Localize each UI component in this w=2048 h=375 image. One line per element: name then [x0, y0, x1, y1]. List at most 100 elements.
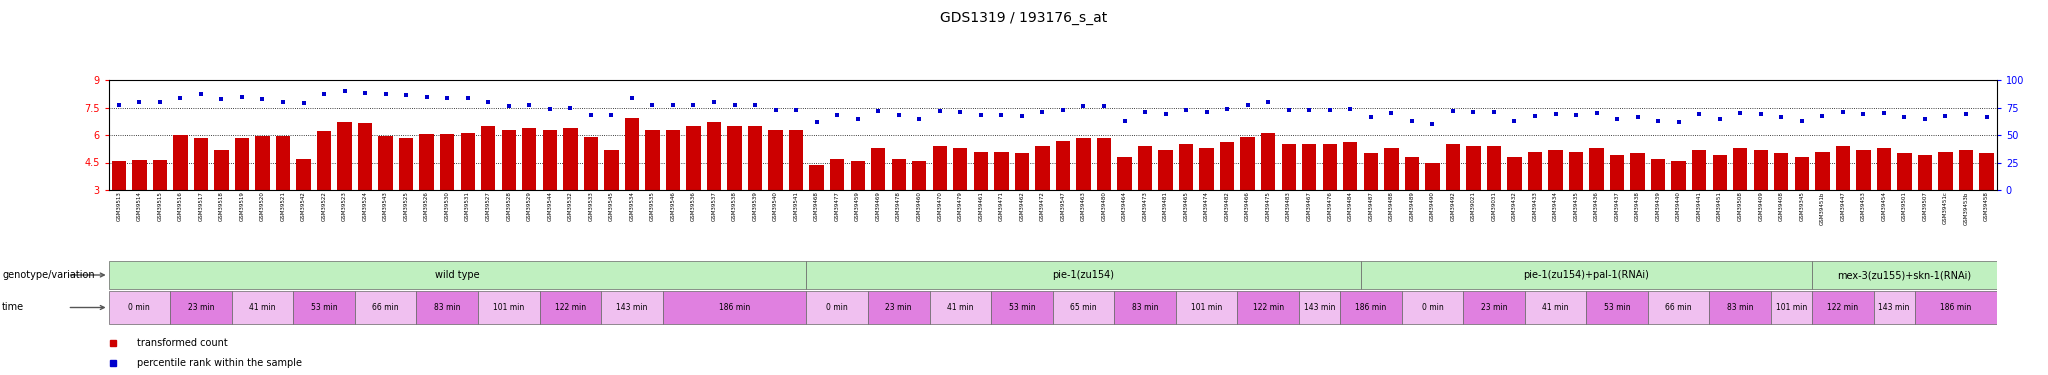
- Bar: [1710, 291, 1772, 324]
- Bar: [1915, 291, 1997, 324]
- Bar: [1053, 291, 1114, 324]
- Point: [883, 112, 915, 118]
- Bar: [891, 159, 905, 190]
- Text: 143 min: 143 min: [616, 303, 647, 312]
- Bar: [1323, 144, 1337, 190]
- Point: [1415, 121, 1448, 127]
- Point: [205, 96, 238, 102]
- Bar: [850, 160, 864, 190]
- Point: [1497, 118, 1530, 124]
- Bar: [440, 134, 455, 190]
- Point: [719, 102, 752, 108]
- Point: [1950, 111, 1982, 117]
- Bar: [276, 136, 291, 190]
- Text: 23 min: 23 min: [885, 303, 911, 312]
- Text: 83 min: 83 min: [1133, 303, 1159, 312]
- Bar: [416, 291, 477, 324]
- Text: mex-3(zu155)+skn-1(RNAi): mex-3(zu155)+skn-1(RNAi): [1837, 270, 1972, 280]
- Bar: [1262, 133, 1276, 190]
- Point: [266, 99, 299, 105]
- Bar: [109, 261, 807, 290]
- Point: [1128, 109, 1161, 115]
- Bar: [1587, 291, 1649, 324]
- Text: pie-1(zu154): pie-1(zu154): [1053, 270, 1114, 280]
- Point: [780, 107, 813, 113]
- Point: [512, 102, 545, 108]
- Bar: [113, 160, 127, 190]
- Bar: [1733, 148, 1747, 190]
- Point: [1190, 109, 1223, 115]
- Point: [1561, 112, 1593, 118]
- Bar: [911, 160, 926, 190]
- Bar: [358, 123, 373, 190]
- Bar: [1360, 261, 1812, 290]
- Point: [1745, 111, 1778, 117]
- Bar: [170, 291, 231, 324]
- Bar: [1114, 291, 1176, 324]
- Point: [1456, 109, 1489, 115]
- Point: [1909, 116, 1942, 122]
- Point: [1087, 104, 1120, 110]
- Bar: [231, 291, 293, 324]
- Bar: [563, 128, 578, 190]
- Text: 53 min: 53 min: [1008, 303, 1034, 312]
- Point: [821, 112, 854, 118]
- Bar: [1507, 157, 1522, 190]
- Point: [1888, 114, 1921, 120]
- Bar: [1671, 160, 1686, 190]
- Bar: [1815, 152, 1829, 190]
- Bar: [868, 291, 930, 324]
- Bar: [1524, 291, 1587, 324]
- Point: [246, 96, 279, 102]
- Point: [1047, 107, 1079, 113]
- Point: [102, 102, 135, 108]
- Point: [1374, 110, 1407, 116]
- Bar: [625, 118, 639, 190]
- Text: 0 min: 0 min: [825, 303, 848, 312]
- Point: [1108, 118, 1141, 124]
- Point: [657, 102, 690, 108]
- Point: [1313, 107, 1346, 113]
- Point: [225, 93, 258, 99]
- Point: [1477, 109, 1509, 115]
- Point: [1806, 113, 1839, 119]
- Text: 53 min: 53 min: [1604, 303, 1630, 312]
- Bar: [1176, 291, 1237, 324]
- Bar: [1812, 291, 1874, 324]
- Bar: [502, 129, 516, 190]
- Bar: [379, 136, 393, 190]
- Point: [1395, 118, 1427, 124]
- Text: percentile rank within the sample: percentile rank within the sample: [137, 357, 303, 368]
- Point: [348, 90, 381, 96]
- Bar: [174, 135, 188, 190]
- Text: 83 min: 83 min: [1726, 303, 1753, 312]
- Bar: [109, 291, 170, 324]
- Bar: [1487, 146, 1501, 190]
- Bar: [1303, 144, 1317, 190]
- Bar: [539, 291, 602, 324]
- Bar: [133, 160, 147, 190]
- Bar: [1569, 152, 1583, 190]
- Text: 0 min: 0 min: [129, 303, 150, 312]
- Bar: [664, 291, 807, 324]
- Point: [1292, 107, 1325, 113]
- Point: [965, 112, 997, 118]
- Bar: [666, 129, 680, 190]
- Point: [1149, 111, 1182, 117]
- Point: [1683, 111, 1716, 117]
- Point: [1868, 110, 1901, 116]
- Bar: [1343, 142, 1358, 190]
- Point: [164, 94, 197, 100]
- Text: 41 min: 41 min: [1542, 303, 1569, 312]
- Point: [596, 112, 629, 118]
- Bar: [870, 148, 885, 190]
- Bar: [1958, 150, 1972, 190]
- Point: [143, 99, 176, 105]
- Point: [1354, 114, 1386, 120]
- Bar: [477, 291, 539, 324]
- Text: 143 min: 143 min: [1305, 303, 1335, 312]
- Point: [369, 91, 401, 97]
- Text: 186 min: 186 min: [1356, 303, 1386, 312]
- Point: [575, 112, 608, 118]
- Text: 0 min: 0 min: [1421, 303, 1444, 312]
